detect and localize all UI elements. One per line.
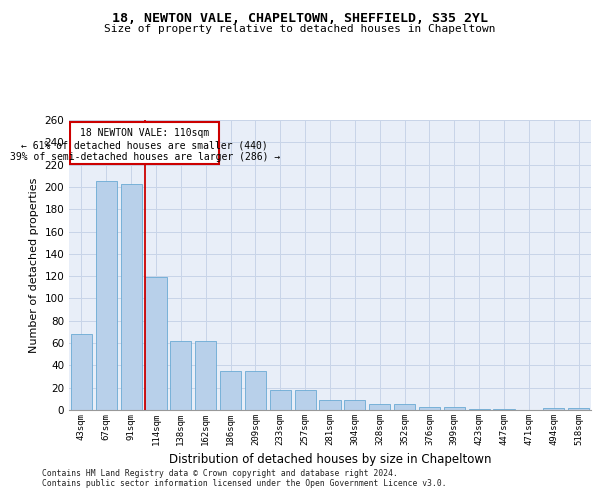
Bar: [245, 371, 266, 410]
Bar: [444, 406, 465, 410]
Bar: [70, 122, 220, 164]
Bar: [543, 408, 564, 410]
Bar: [121, 184, 142, 410]
Bar: [493, 409, 515, 410]
Y-axis label: Number of detached properties: Number of detached properties: [29, 178, 39, 352]
Bar: [394, 404, 415, 410]
Bar: [469, 409, 490, 410]
Text: 18, NEWTON VALE, CHAPELTOWN, SHEFFIELD, S35 2YL: 18, NEWTON VALE, CHAPELTOWN, SHEFFIELD, …: [112, 12, 488, 26]
Bar: [170, 341, 191, 410]
Bar: [220, 371, 241, 410]
Text: Contains public sector information licensed under the Open Government Licence v3: Contains public sector information licen…: [42, 478, 446, 488]
Bar: [295, 390, 316, 410]
Bar: [96, 182, 117, 410]
Text: 18 NEWTON VALE: 110sqm: 18 NEWTON VALE: 110sqm: [80, 128, 209, 138]
Bar: [419, 406, 440, 410]
Bar: [145, 278, 167, 410]
Bar: [270, 390, 291, 410]
Bar: [369, 404, 390, 410]
X-axis label: Distribution of detached houses by size in Chapeltown: Distribution of detached houses by size …: [169, 454, 491, 466]
Text: Contains HM Land Registry data © Crown copyright and database right 2024.: Contains HM Land Registry data © Crown c…: [42, 468, 398, 477]
Text: 39% of semi-detached houses are larger (286) →: 39% of semi-detached houses are larger (…: [10, 152, 280, 162]
Bar: [344, 400, 365, 410]
Text: Size of property relative to detached houses in Chapeltown: Size of property relative to detached ho…: [104, 24, 496, 34]
Bar: [319, 400, 341, 410]
Bar: [71, 334, 92, 410]
Text: ← 61% of detached houses are smaller (440): ← 61% of detached houses are smaller (44…: [22, 140, 268, 150]
Bar: [195, 341, 216, 410]
Bar: [568, 408, 589, 410]
